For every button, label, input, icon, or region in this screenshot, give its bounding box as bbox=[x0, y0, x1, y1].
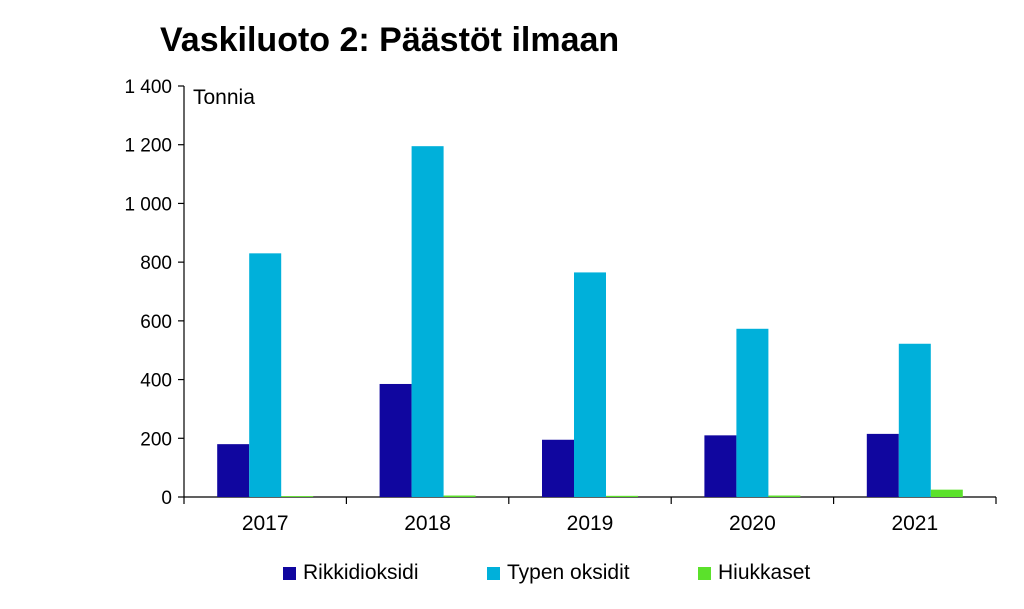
y-tick-label: 1 000 bbox=[124, 194, 172, 215]
bar bbox=[411, 146, 444, 498]
bar bbox=[768, 495, 801, 497]
chart-title: Vaskiluoto 2: Päästöt ilmaan bbox=[160, 21, 620, 59]
legend-item-hiukkaset: Hiukkaset bbox=[698, 558, 810, 588]
bar bbox=[930, 489, 963, 497]
bar bbox=[443, 495, 476, 497]
y-tick-label: 1 200 bbox=[124, 136, 172, 157]
legend-swatch bbox=[487, 566, 500, 580]
bar bbox=[574, 272, 606, 497]
bar bbox=[866, 433, 899, 497]
legend-item-typen-oksidit: Typen oksidit bbox=[487, 558, 630, 588]
legend-label: Rikkidioksidi bbox=[303, 561, 419, 584]
bar bbox=[704, 435, 737, 497]
legend: Rikkidioksidi Typen oksidit Hiukkaset bbox=[0, 558, 1024, 588]
bars bbox=[217, 146, 963, 498]
legend-swatch bbox=[283, 566, 296, 580]
x-tick-label: 2020 bbox=[729, 512, 776, 535]
y-tick-label: 200 bbox=[140, 429, 172, 450]
y-tick-label: 0 bbox=[161, 488, 172, 509]
legend-label: Typen oksidit bbox=[507, 561, 630, 584]
x-tick-label: 2021 bbox=[891, 512, 938, 535]
bar bbox=[249, 253, 282, 497]
y-tick-label: 400 bbox=[140, 371, 172, 392]
y-axis: 0 200 400 600 800 1 000 1 200 1 400 bbox=[124, 77, 185, 509]
legend-label: Hiukkaset bbox=[718, 561, 811, 584]
y-tick-label: 600 bbox=[140, 312, 172, 333]
y-tick-label: 800 bbox=[140, 253, 172, 274]
bar bbox=[542, 439, 574, 497]
x-axis: 2017 2018 2019 2020 2021 bbox=[183, 496, 997, 535]
x-tick-label: 2019 bbox=[567, 512, 614, 535]
y-tick-label: 1 400 bbox=[124, 77, 172, 98]
legend-item-rikkidioksidi: Rikkidioksidi bbox=[283, 558, 419, 588]
bar bbox=[736, 328, 769, 497]
legend-swatch bbox=[698, 566, 711, 580]
bar bbox=[898, 343, 931, 497]
x-tick-label: 2018 bbox=[404, 512, 451, 535]
bar bbox=[217, 444, 250, 497]
y-unit-label: Tonnia bbox=[193, 86, 255, 109]
bar bbox=[281, 496, 314, 497]
x-tick-label: 2017 bbox=[242, 512, 289, 535]
bar bbox=[606, 495, 638, 497]
bar bbox=[379, 383, 412, 497]
